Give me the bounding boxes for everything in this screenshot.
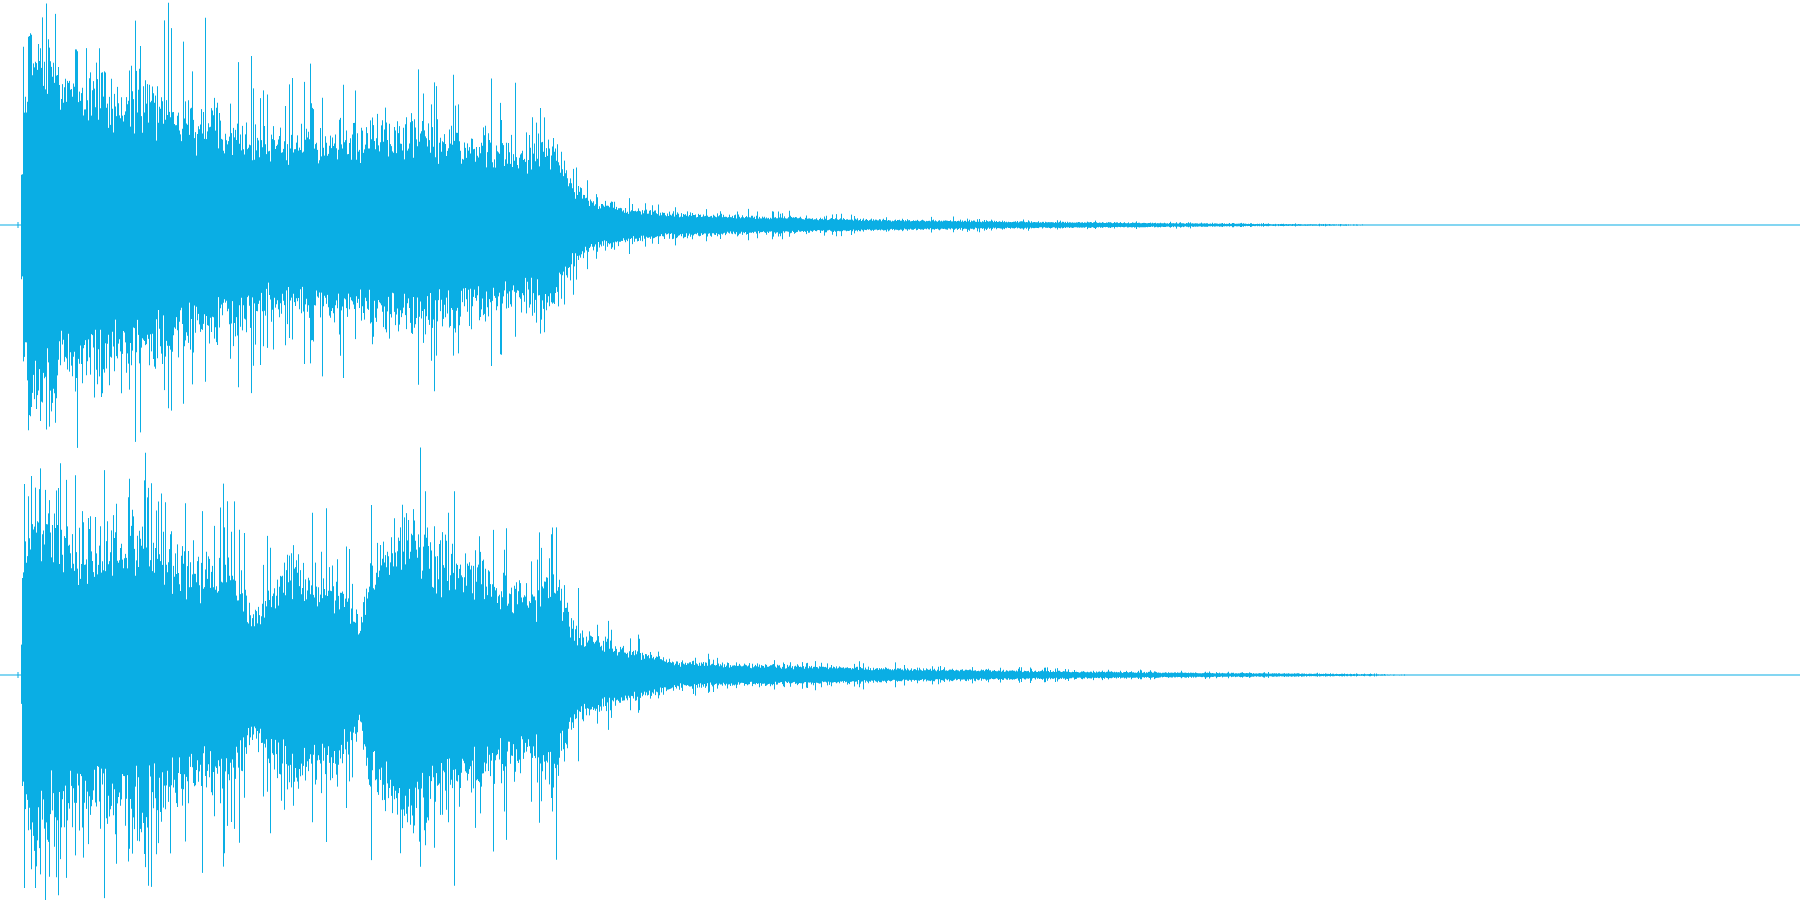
waveform-trace (21, 2, 1385, 448)
waveform-trace (21, 447, 1436, 900)
channel-top (0, 2, 1800, 448)
channel-bottom (0, 447, 1800, 900)
